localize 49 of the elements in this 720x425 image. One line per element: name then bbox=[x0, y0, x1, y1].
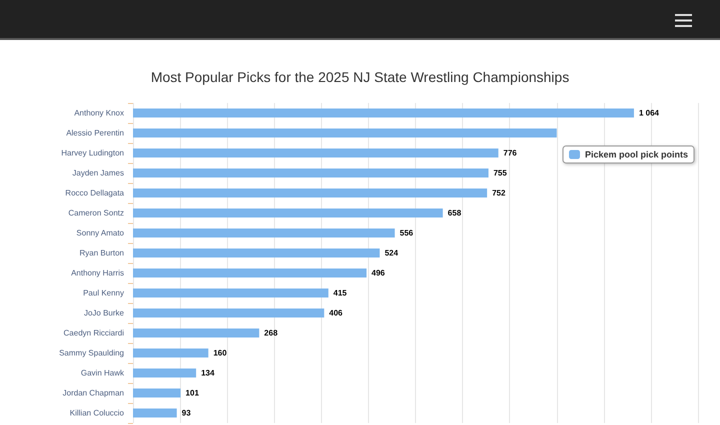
data-label: 658 bbox=[448, 208, 462, 218]
bar bbox=[133, 188, 488, 198]
bar bbox=[133, 368, 196, 378]
bar bbox=[133, 108, 634, 118]
data-label: 101 bbox=[186, 388, 200, 398]
bar bbox=[133, 148, 498, 158]
y-tick-label: Harvey Ludington bbox=[61, 148, 124, 158]
bar bbox=[133, 208, 443, 218]
bar bbox=[133, 268, 367, 278]
y-tick-label: Caedyn Ricciardi bbox=[64, 328, 124, 338]
y-tick-label: Cameron Sontz bbox=[68, 208, 124, 218]
bar bbox=[133, 128, 557, 138]
data-label: 556 bbox=[400, 228, 414, 238]
bar bbox=[133, 348, 208, 358]
y-tick-label: Jordan Chapman bbox=[62, 388, 124, 398]
y-tick-label: Anthony Harris bbox=[71, 268, 124, 278]
y-tick-label: Rocco Dellagata bbox=[65, 188, 125, 198]
data-label: 752 bbox=[492, 188, 506, 198]
data-label: 406 bbox=[329, 308, 344, 318]
bar bbox=[133, 328, 260, 338]
bar bbox=[133, 168, 488, 178]
data-label: 1 064 bbox=[638, 108, 660, 118]
y-tick-label: Alessio Perentin bbox=[66, 128, 124, 138]
data-label: 134 bbox=[201, 368, 215, 378]
y-tick-label: Anthony Knox bbox=[74, 108, 124, 118]
data-label: 415 bbox=[333, 288, 348, 298]
y-tick-label: JoJo Burke bbox=[84, 308, 125, 318]
data-label: 524 bbox=[384, 248, 399, 258]
y-tick-label: Killian Coluccio bbox=[70, 408, 125, 418]
bar bbox=[133, 308, 324, 318]
bar bbox=[133, 288, 328, 298]
data-label: 755 bbox=[493, 168, 508, 178]
bar bbox=[133, 408, 177, 418]
bar bbox=[133, 388, 181, 398]
y-tick-label: Paul Kenny bbox=[83, 288, 124, 298]
y-tick-label: Ryan Burton bbox=[80, 248, 124, 258]
y-tick-label: Jayden James bbox=[72, 168, 124, 178]
chart-title: Most Popular Picks for the 2025 NJ State Wrestling Championships bbox=[150, 69, 570, 85]
legend-label: Pickem pool pick points bbox=[584, 150, 688, 160]
data-label: 496 bbox=[372, 268, 386, 278]
data-label: 160 bbox=[213, 348, 228, 358]
data-label: 93 bbox=[182, 408, 192, 418]
y-tick-label: Gavin Hawk bbox=[80, 368, 125, 378]
bar bbox=[133, 248, 380, 258]
bar bbox=[133, 228, 395, 238]
y-tick-label: Sonny Amato bbox=[76, 228, 125, 238]
data-label: 776 bbox=[503, 148, 518, 158]
y-tick-label: Sammy Spaulding bbox=[59, 348, 124, 358]
data-label: 268 bbox=[264, 328, 278, 338]
